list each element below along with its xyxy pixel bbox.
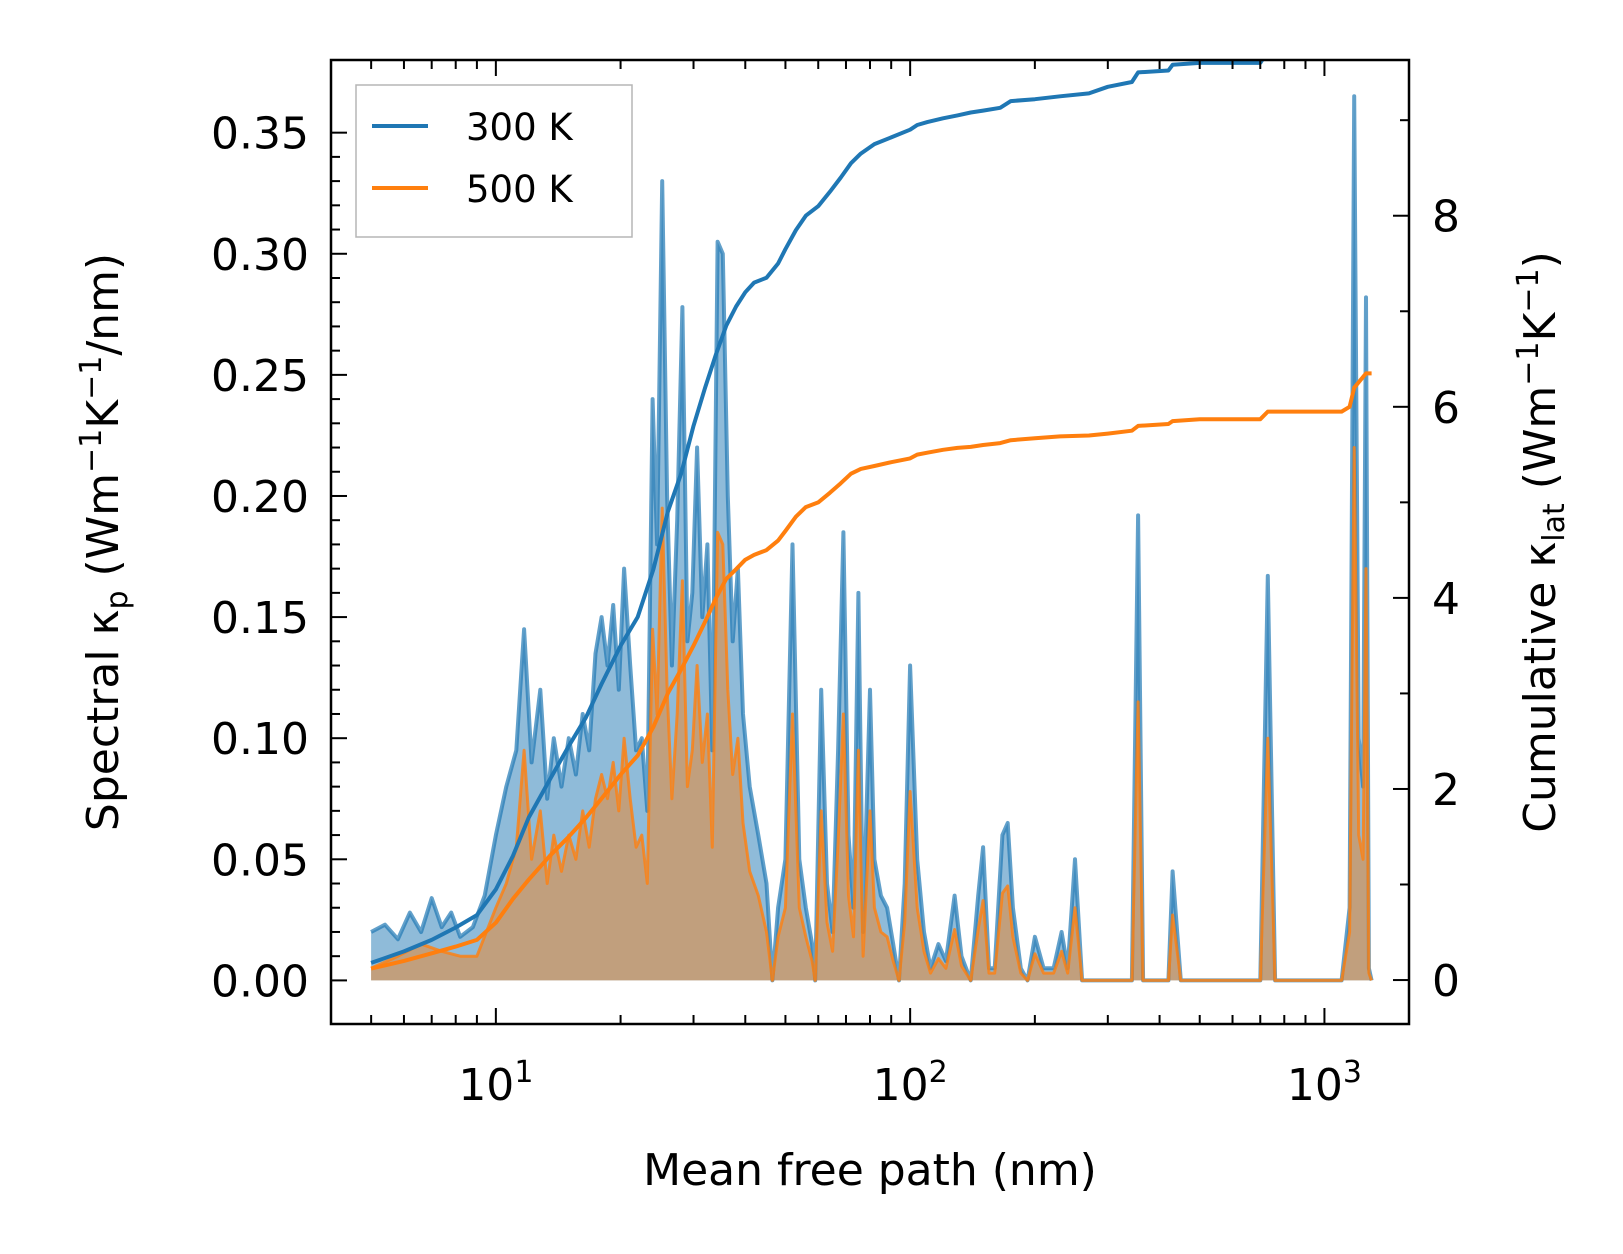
x-tick-base: 10	[458, 1060, 514, 1111]
y-right-title-subscript: lat	[1537, 503, 1572, 542]
y-right-title-main: Cumulative κ	[1515, 542, 1566, 833]
y-left-title-tail: /nm)	[78, 253, 129, 356]
x-axis: 101 102 103	[330, 60, 1362, 1111]
y-left-tick-label: 0.15	[211, 593, 309, 644]
y-axis-left-title: Spectral κp (Wm−1K−1/nm)	[74, 253, 135, 831]
y-axis-right-title: Cumulative κlat (Wm−1K−1)	[1511, 251, 1572, 833]
y-left-tick-label: 0.25	[211, 351, 309, 402]
cumulative-line-300k	[370, 60, 1265, 965]
x-tick-label: 103	[1287, 1055, 1362, 1111]
x-tick-label: 101	[458, 1055, 533, 1111]
legend-label-300k: 300 K	[466, 106, 574, 149]
legend-box	[355, 84, 633, 238]
x-tick-exponent: 1	[514, 1055, 533, 1090]
y-left-tick-label: 0.05	[211, 835, 309, 886]
y-axis-right: 0 2 4 6 8	[1393, 119, 1460, 1007]
y-right-tick-label: 0	[1432, 956, 1460, 1007]
x-tick-exponent: 3	[1343, 1055, 1362, 1090]
y-right-title-exp1: −1	[1511, 341, 1546, 385]
y-left-tick-label: 0.35	[211, 109, 309, 160]
x-tick-exponent: 2	[929, 1055, 948, 1090]
y-left-title-unit: (Wm	[78, 473, 129, 591]
y-left-tick-label: 0.30	[211, 230, 309, 281]
x-axis-title: Mean free path (nm)	[643, 1145, 1097, 1196]
plot-area	[370, 60, 1374, 983]
y-left-tick-label: 0.10	[211, 714, 309, 765]
legend: 300 K 500 K	[355, 84, 633, 238]
x-tick-label: 102	[873, 1055, 948, 1111]
y-left-title-exp2: −1	[74, 356, 109, 400]
spectral-line-500k	[370, 446, 1374, 982]
cumulative-line-500k	[370, 371, 1372, 971]
y-left-tick-label: 0.00	[211, 956, 309, 1007]
y-right-tick-label: 6	[1432, 383, 1460, 434]
y-right-title-exp2: −1	[1511, 268, 1546, 312]
y-left-tick-label: 0.20	[211, 472, 309, 523]
y-left-title-exp1: −1	[74, 429, 109, 473]
y-right-tick-label: 2	[1432, 765, 1460, 816]
legend-label-500k: 500 K	[466, 168, 574, 211]
y-right-tick-label: 8	[1432, 192, 1460, 243]
y-axis-left: 0.00 0.05 0.10 0.15 0.20 0.25 0.30 0.35	[211, 109, 347, 1007]
y-left-title-unit-k: K	[78, 399, 129, 429]
y-right-title-unit: (Wm	[1515, 386, 1566, 504]
y-left-title-main: Spectral κ	[78, 610, 129, 832]
y-left-title-subscript: p	[100, 590, 135, 609]
y-right-title-tail: )	[1515, 251, 1566, 268]
spectral-fill-500k	[371, 447, 1372, 981]
x-tick-base: 10	[873, 1060, 929, 1111]
y-right-title-unit-k: K	[1515, 311, 1566, 341]
y-right-tick-label: 4	[1432, 574, 1460, 625]
x-tick-base: 10	[1287, 1060, 1343, 1111]
